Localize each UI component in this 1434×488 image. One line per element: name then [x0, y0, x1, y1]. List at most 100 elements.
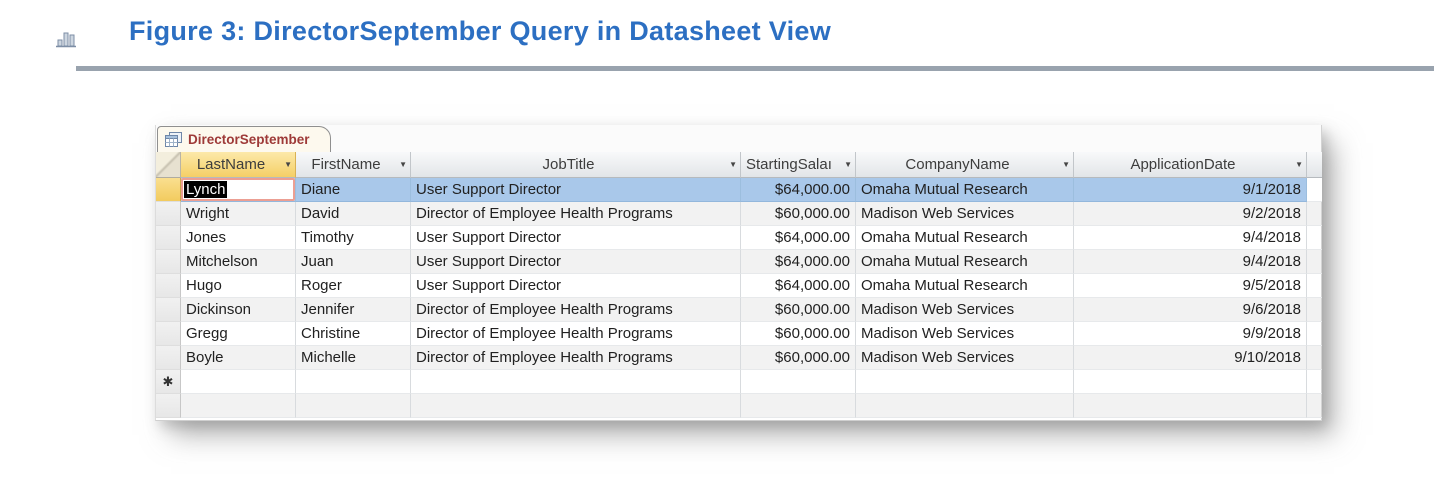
blank-row	[156, 394, 1322, 418]
cell-jobtitle[interactable]: User Support Director	[411, 178, 741, 202]
cell-jobtitle[interactable]: Director of Employee Health Programs	[411, 298, 741, 322]
record-selector[interactable]	[156, 394, 181, 418]
cell-applicationdate[interactable]	[1074, 370, 1307, 394]
new-record-selector[interactable]: ✱	[156, 370, 181, 394]
cell-firstname[interactable]	[296, 370, 411, 394]
column-header-label-jobtitle: JobTitle	[542, 156, 595, 173]
column-header-firstname[interactable]: FirstName ▼	[296, 152, 411, 178]
cell-companyname[interactable]: Omaha Mutual Research	[856, 250, 1074, 274]
cell-jobtitle[interactable]: Director of Employee Health Programs	[411, 322, 741, 346]
record-selector[interactable]	[156, 298, 181, 322]
cell-applicationdate[interactable]: 9/4/2018	[1074, 250, 1307, 274]
record-selector[interactable]	[156, 226, 181, 250]
active-cell-editor[interactable]: Lynch	[181, 178, 295, 201]
cell-firstname[interactable]: David	[296, 202, 411, 226]
cell-startingsalary[interactable]	[741, 394, 856, 418]
record-selector[interactable]	[156, 346, 181, 370]
cell-startingsalary[interactable]: $64,000.00	[741, 226, 856, 250]
cell-jobtitle[interactable]	[411, 394, 741, 418]
cell-startingsalary[interactable]: $60,000.00	[741, 346, 856, 370]
column-header-startingsalary[interactable]: StartingSalaı ▼	[741, 152, 856, 178]
record-selector[interactable]	[156, 274, 181, 298]
cell-startingsalary[interactable]: $60,000.00	[741, 202, 856, 226]
object-tab-bar: DirectorSeptember	[156, 125, 1321, 152]
record-selector[interactable]	[156, 178, 181, 202]
row-filler-strip	[1307, 178, 1322, 202]
tab-label: DirectorSeptember	[188, 132, 310, 147]
cell-startingsalary[interactable]: $60,000.00	[741, 298, 856, 322]
cell-applicationdate[interactable]: 9/6/2018	[1074, 298, 1307, 322]
column-header-lastname[interactable]: LastName ▼	[181, 152, 296, 178]
select-all-corner-button[interactable]	[156, 152, 181, 178]
cell-lastname[interactable]: Jones	[181, 226, 296, 250]
cell-firstname[interactable]: Juan	[296, 250, 411, 274]
filter-dropdown-icon-companyname[interactable]: ▼	[1062, 160, 1070, 169]
filter-dropdown-icon-firstname[interactable]: ▼	[399, 160, 407, 169]
cell-applicationdate[interactable]	[1074, 394, 1307, 418]
cell-jobtitle[interactable]: User Support Director	[411, 274, 741, 298]
cell-startingsalary[interactable]: $64,000.00	[741, 274, 856, 298]
cell-applicationdate[interactable]: 9/4/2018	[1074, 226, 1307, 250]
record-rows-area: Lynch Diane User Support Director $64,000.0…	[156, 178, 1322, 418]
cell-firstname[interactable]: Roger	[296, 274, 411, 298]
cell-lastname[interactable]: Gregg	[181, 322, 296, 346]
row-filler-strip	[1307, 250, 1322, 274]
cell-companyname[interactable]: Omaha Mutual Research	[856, 274, 1074, 298]
filter-dropdown-icon-lastname[interactable]: ▼	[284, 160, 292, 169]
cell-jobtitle[interactable]: User Support Director	[411, 226, 741, 250]
cell-firstname[interactable]: Timothy	[296, 226, 411, 250]
cell-companyname[interactable]	[856, 394, 1074, 418]
cell-companyname[interactable]: Madison Web Services	[856, 298, 1074, 322]
record-selector[interactable]	[156, 202, 181, 226]
column-header-label-lastname: LastName	[196, 156, 266, 173]
cell-firstname[interactable]: Jennifer	[296, 298, 411, 322]
column-header-applicationdate[interactable]: ApplicationDate ▼	[1074, 152, 1307, 178]
filter-dropdown-icon-jobtitle[interactable]: ▼	[729, 160, 737, 169]
cell-jobtitle[interactable]	[411, 370, 741, 394]
datasheet-table-icon	[165, 132, 182, 147]
cell-firstname[interactable]	[296, 394, 411, 418]
record-selector[interactable]	[156, 322, 181, 346]
cell-firstname[interactable]: Diane	[296, 178, 411, 202]
cell-startingsalary[interactable]: $64,000.00	[741, 178, 856, 202]
cell-lastname[interactable]: Wright	[181, 202, 296, 226]
cell-lastname[interactable]: Boyle	[181, 346, 296, 370]
row-filler-strip	[1307, 322, 1322, 346]
cell-lastname[interactable]	[181, 370, 296, 394]
cell-companyname[interactable]: Madison Web Services	[856, 346, 1074, 370]
table-row: Mitchelson Juan User Support Director $64,0…	[156, 250, 1322, 274]
cell-startingsalary[interactable]: $60,000.00	[741, 322, 856, 346]
cell-applicationdate[interactable]: 9/2/2018	[1074, 202, 1307, 226]
cell-jobtitle[interactable]: Director of Employee Health Programs	[411, 346, 741, 370]
cell-applicationdate[interactable]: 9/1/2018	[1074, 178, 1307, 202]
cell-lastname[interactable]: Hugo	[181, 274, 296, 298]
cell-lastname[interactable]: Dickinson	[181, 298, 296, 322]
cell-companyname[interactable]: Madison Web Services	[856, 202, 1074, 226]
table-row: Wright David Director of Employee Health P…	[156, 202, 1322, 226]
cell-applicationdate[interactable]: 9/9/2018	[1074, 322, 1307, 346]
cell-companyname[interactable]: Omaha Mutual Research	[856, 226, 1074, 250]
cell-companyname[interactable]: Madison Web Services	[856, 322, 1074, 346]
cell-startingsalary[interactable]: $64,000.00	[741, 250, 856, 274]
cell-companyname[interactable]	[856, 370, 1074, 394]
cell-firstname[interactable]: Michelle	[296, 346, 411, 370]
cell-lastname[interactable]: Lynch	[181, 178, 296, 202]
cell-startingsalary[interactable]	[741, 370, 856, 394]
cell-lastname[interactable]: Mitchelson	[181, 250, 296, 274]
column-header-jobtitle[interactable]: JobTitle ▼	[411, 152, 741, 178]
cell-companyname[interactable]: Omaha Mutual Research	[856, 178, 1074, 202]
filter-dropdown-icon-applicationdate[interactable]: ▼	[1295, 160, 1303, 169]
filter-dropdown-icon-startingsalary[interactable]: ▼	[844, 160, 852, 169]
cell-firstname[interactable]: Christine	[296, 322, 411, 346]
cell-applicationdate[interactable]: 9/5/2018	[1074, 274, 1307, 298]
tab-directorseptember[interactable]: DirectorSeptember	[157, 126, 331, 152]
cell-applicationdate[interactable]: 9/10/2018	[1074, 346, 1307, 370]
column-header-companyname[interactable]: CompanyName ▼	[856, 152, 1074, 178]
cell-jobtitle[interactable]: User Support Director	[411, 250, 741, 274]
cell-jobtitle[interactable]: Director of Employee Health Programs	[411, 202, 741, 226]
new-record-row: ✱	[156, 370, 1322, 394]
figure-title: Figure 3: DirectorSeptember Query in Dat…	[129, 16, 832, 46]
row-filler-strip	[1307, 394, 1322, 418]
record-selector[interactable]	[156, 250, 181, 274]
cell-lastname[interactable]	[181, 394, 296, 418]
